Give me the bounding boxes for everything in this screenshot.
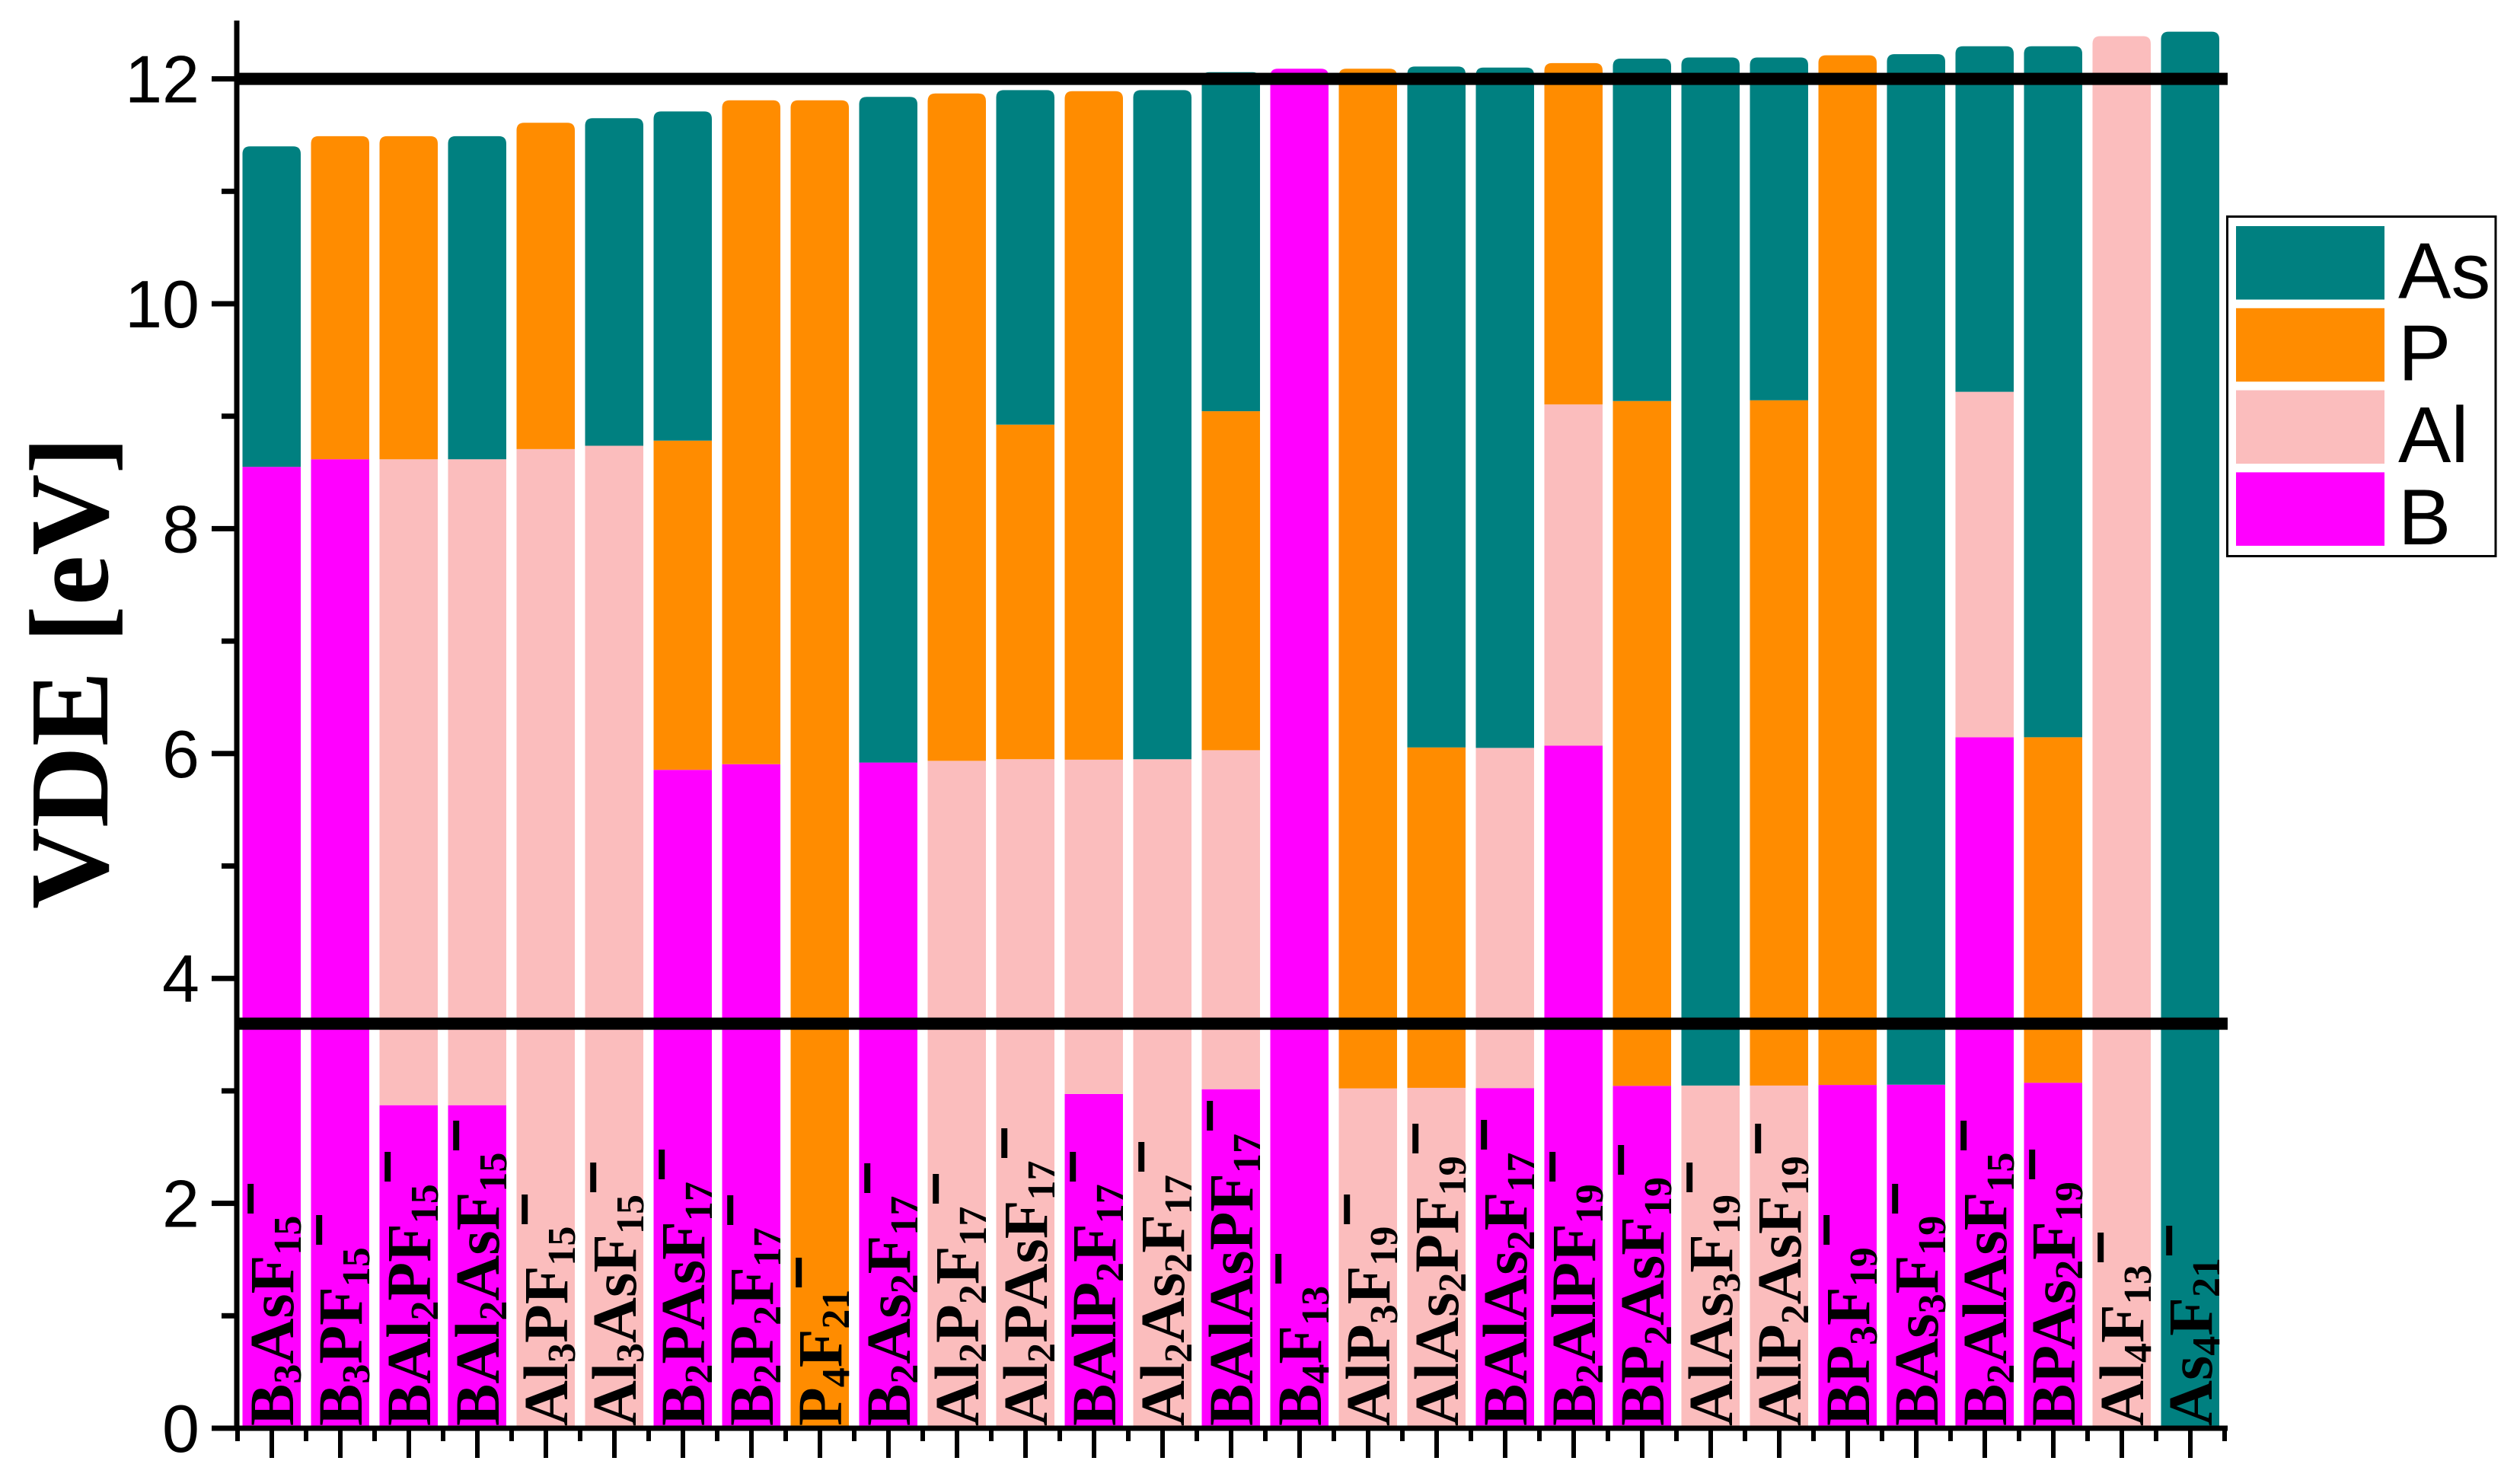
svg-text:2: 2 [162, 1166, 199, 1242]
svg-text:As: As [2398, 228, 2490, 316]
svg-text:Al4​F13​: Al4​F13​ [2087, 1265, 2160, 1426]
svg-text:BAl2​AsF15​: BAl2​AsF15​ [442, 1153, 515, 1426]
svg-text:Al: Al [2398, 391, 2468, 480]
svg-text:Al2​As2​F17​: Al2​As2​F17​ [1128, 1175, 1201, 1426]
svg-text:BP3​F19​: BP3​F19​ [1813, 1247, 1886, 1426]
svg-text:BAlAsPF17​: BAlAsPF17​ [1196, 1134, 1269, 1426]
svg-text:P: P [2398, 309, 2451, 397]
svg-text:B3​PF15​: B3​PF15​ [305, 1247, 378, 1426]
svg-text:B2​As2​F17​: B2​As2​F17​ [853, 1196, 927, 1426]
svg-text:B: B [2398, 474, 2451, 562]
svg-text:8: 8 [162, 491, 199, 566]
svg-text:Al2​PAsF17​: Al2​PAsF17​ [990, 1161, 1064, 1426]
svg-text:6: 6 [162, 716, 199, 792]
svg-text:10: 10 [125, 266, 199, 342]
svg-text:BAlP2​F17​: BAlP2​F17​ [1059, 1184, 1132, 1426]
svg-text:BAs3​F19​: BAs3​F19​ [1881, 1216, 1954, 1426]
svg-text:P4​F21​: P4​F21​ [785, 1290, 858, 1426]
svg-text:AlP3​F19​: AlP3​F19​ [1333, 1226, 1406, 1426]
svg-text:B2​AlAsF15​: B2​AlAsF15​ [1950, 1153, 2023, 1426]
svg-text:BP2​AsF19​: BP2​AsF19​ [1607, 1177, 1680, 1426]
svg-text:B3​AsF15​: B3​AsF15​ [237, 1216, 310, 1426]
svg-text:BAlAs2​F17​: BAlAs2​F17​ [1470, 1153, 1543, 1426]
svg-text:AlAs3​F19​: AlAs3​F19​ [1676, 1195, 1749, 1426]
svg-text:As4​F21​: As4​F21​ [2155, 1258, 2228, 1426]
svg-text:B2​P2​F17​: B2​P2​F17​ [716, 1227, 789, 1426]
svg-text:0: 0 [162, 1391, 199, 1466]
svg-text:BAl2​PF15​: BAl2​PF15​ [374, 1184, 447, 1426]
svg-text:VDE [eV]: VDE [eV] [8, 436, 132, 909]
svg-text:AlP2​AsF19​: AlP2​AsF19​ [1744, 1156, 1817, 1426]
svg-text:4: 4 [162, 941, 199, 1016]
svg-text:BPAs2​F19​: BPAs2​F19​ [2018, 1182, 2091, 1426]
svg-text:B2​AlPF19​: B2​AlPF19​ [1539, 1184, 1612, 1426]
svg-text:B2​PAsF17​: B2​PAsF17​ [648, 1182, 721, 1426]
svg-text:Al3​PF15​: Al3​PF15​ [511, 1226, 584, 1426]
svg-text:Al3​AsF15​: Al3​AsF15​ [579, 1195, 652, 1426]
svg-text:AlAs2​PF19​: AlAs2​PF19​ [1402, 1156, 1475, 1426]
svg-text:Al2​P2​F17​: Al2​P2​F17​ [922, 1207, 995, 1426]
svg-text:B4​F13​: B4​F13​ [1265, 1286, 1338, 1426]
svg-text:12: 12 [125, 42, 199, 117]
